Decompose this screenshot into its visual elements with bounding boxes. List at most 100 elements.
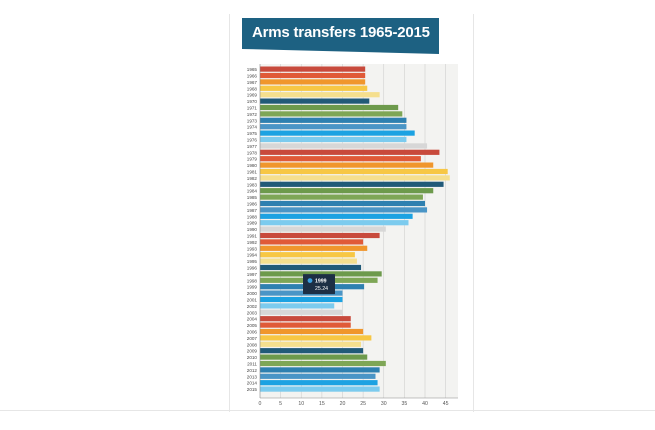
bar-1995[interactable] [260,258,357,264]
x-tick-label: 35 [401,401,407,407]
category-label: 1997 [247,272,258,277]
category-label: 2005 [247,323,258,328]
x-tick-label: 25 [360,401,366,407]
category-label: 1973 [247,118,258,123]
bar-1976[interactable] [260,136,407,143]
bar-1978[interactable] [260,149,440,155]
bar-1968[interactable] [260,85,368,91]
x-tick-label: 30 [381,401,387,407]
bar-2003[interactable] [260,309,343,315]
category-label: 2012 [247,368,258,373]
bar-1991[interactable] [260,232,380,239]
title-banner [242,18,439,54]
category-label: 1989 [247,221,258,226]
category-label: 2015 [247,387,258,392]
category-label: 1970 [247,99,258,104]
bar-2006[interactable] [260,328,364,335]
category-label: 1972 [247,112,258,117]
category-label: 2013 [247,374,258,379]
category-label: 1991 [247,234,258,239]
bar-2014[interactable] [260,380,378,386]
bar-1966[interactable] [260,72,366,79]
bar-2002[interactable] [260,303,335,309]
bar-2015[interactable] [260,386,380,392]
bar-1983[interactable] [260,181,444,187]
category-label: 1984 [247,189,258,194]
category-label: 1985 [247,195,258,200]
bar-2001[interactable] [260,296,343,303]
category-label: 1996 [247,266,258,271]
category-label: 1983 [247,182,258,187]
bar-1984[interactable] [260,188,434,194]
bar-1973[interactable] [260,117,407,123]
bar-1977[interactable] [260,143,428,149]
bar-1988[interactable] [260,213,413,219]
category-label: 2002 [247,304,258,309]
category-label: 2014 [247,381,258,386]
category-label: 1969 [247,93,258,98]
bar-2012[interactable] [260,367,380,373]
bar-1982[interactable] [260,175,450,181]
bar-2013[interactable] [260,373,376,379]
bar-1980[interactable] [260,162,434,168]
bar-2000[interactable] [260,290,343,296]
x-tick-label: 5 [279,401,282,407]
category-label: 2009 [247,349,258,354]
bar-1989[interactable] [260,220,409,226]
bar-2005[interactable] [260,322,351,328]
category-label: 2008 [247,342,258,347]
bar-1972[interactable] [260,111,403,117]
category-label: 1979 [247,157,258,162]
bar-1990[interactable] [260,226,386,232]
category-label: 2003 [247,310,258,315]
bar-2004[interactable] [260,316,351,322]
category-label: 1975 [247,131,258,136]
bar-1997[interactable] [260,271,382,277]
category-label: 2006 [247,330,258,335]
bar-2009[interactable] [260,348,364,354]
x-tick-label: 0 [259,401,262,407]
category-label: 1968 [247,86,258,91]
bar-2007[interactable] [260,335,372,341]
bar-1970[interactable] [260,98,370,104]
category-label: 1988 [247,214,258,219]
category-label: 2000 [247,291,258,296]
category-label: 1967 [247,80,258,85]
bar-1967[interactable] [260,79,366,85]
bar-1993[interactable] [260,245,368,251]
bar-1981[interactable] [260,168,448,175]
x-tick-label: 10 [298,401,304,407]
bar-1979[interactable] [260,156,421,162]
category-label: 1995 [247,259,258,264]
bar-2008[interactable] [260,341,362,347]
page-bottom-border [0,410,655,411]
bar-1969[interactable] [260,92,380,98]
bar-1975[interactable] [260,130,415,136]
bar-2011[interactable] [260,360,386,367]
category-label: 1993 [247,246,258,251]
bar-1986[interactable] [260,200,425,207]
tooltip-value: 25.24 [315,286,328,292]
category-label: 1977 [247,144,258,149]
category-label: 1981 [247,170,258,175]
bar-1974[interactable] [260,124,407,130]
bar-1994[interactable] [260,252,355,258]
bar-1965[interactable] [260,66,366,72]
bar-1987[interactable] [260,207,428,213]
category-label: 2011 [247,362,257,367]
category-label: 1982 [247,176,258,181]
tooltip-marker-icon [307,278,313,283]
bar-1992[interactable] [260,239,364,245]
x-tick-label: 40 [422,401,428,407]
category-label: 1994 [247,253,258,258]
category-label: 1978 [247,150,258,155]
category-label: 1976 [247,138,258,143]
bar-1971[interactable] [260,104,399,111]
x-tick-label: 15 [319,401,325,407]
bar-2010[interactable] [260,354,368,360]
category-label: 2007 [247,336,258,341]
category-label: 1990 [247,227,258,232]
bar-1996[interactable] [260,264,362,271]
bar-1985[interactable] [260,194,423,200]
